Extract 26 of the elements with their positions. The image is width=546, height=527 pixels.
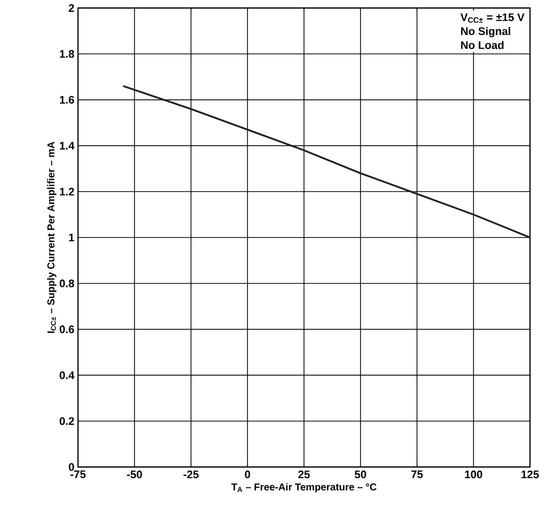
x-tick-label: 125 <box>522 470 539 478</box>
y-tick-label: 1 <box>69 234 74 242</box>
annotation: No Load <box>461 40 504 50</box>
y-tick-label: 0.6 <box>60 325 74 334</box>
x-tick-label: -25 <box>184 470 199 478</box>
x-tick-label: 0 <box>244 470 250 478</box>
y-tick-label: 2 <box>68 4 74 12</box>
y-tick-label: 0.2 <box>60 417 74 425</box>
x-tick-label: 25 <box>298 470 310 478</box>
x-tick-label: 50 <box>354 470 366 478</box>
y-axis-title: I$_{CC±}$ – Supply Current Per Amplifier – mA <box>47 142 56 333</box>
annotation: No Signal <box>461 27 510 38</box>
y-tick-label: 1.6 <box>60 96 74 104</box>
annotation: V$_{CC±}$ = ±15 V <box>460 13 524 23</box>
y-tick-label: 1.2 <box>60 188 74 196</box>
y-tick-label: 0.8 <box>60 280 74 288</box>
y-tick-label: 0.4 <box>60 371 74 380</box>
x-tick-label: -75 <box>70 470 86 478</box>
y-tick-label: 1.4 <box>60 142 74 150</box>
x-tick-label: 75 <box>411 470 423 478</box>
line-series <box>122 85 530 238</box>
x-tick-label: 100 <box>465 470 482 478</box>
y-tick-label: 0 <box>68 463 74 471</box>
x-tick-label: -50 <box>127 470 142 478</box>
x-axis-title: T$_{A}$ – Free-Air Temperature – °C <box>231 483 376 492</box>
y-tick-label: 1.8 <box>60 50 74 58</box>
